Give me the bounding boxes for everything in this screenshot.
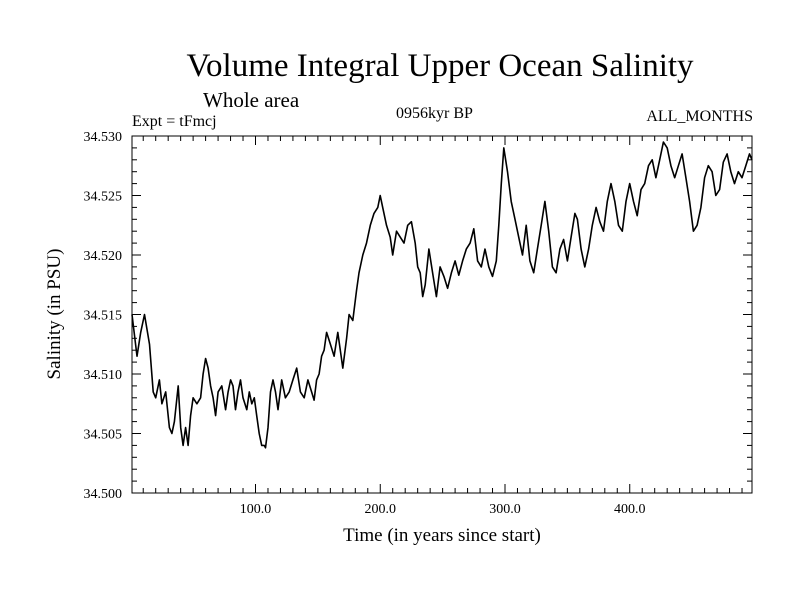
y-tick-label: 34.500 [84,487,123,502]
y-tick-label: 34.510 [84,368,123,383]
y-tick-label: 34.530 [84,130,123,145]
x-axis-label: Time (in years since start) [343,525,541,546]
x-tick-label: 400.0 [614,502,646,517]
y-tick-label: 34.520 [84,249,123,264]
x-tick-label: 300.0 [489,502,521,517]
months-label: ALL_MONTHS [646,108,753,125]
x-tick-label: 100.0 [240,502,272,517]
plot-frame [131,135,753,494]
chart-title: Volume Integral Upper Ocean Salinity [186,48,694,84]
y-tick-label: 34.525 [84,190,123,205]
experiment-label: Expt = tFmcj [132,113,217,130]
axis-ticks [132,136,752,493]
period-label: 0956kyr BP [396,105,473,122]
axis-tick-labels: 100.0 200.0 300.0 400.0 34.500 34.505 34.510 34… [84,130,646,517]
x-tick-label: 200.0 [364,502,396,517]
y-tick-label: 34.515 [84,309,123,324]
chart-subtitle: Whole area [203,88,300,112]
y-axis-label: Salinity (in PSU) [44,249,65,380]
salinity-series-line [131,141,753,449]
y-tick-label: 34.505 [84,428,123,443]
